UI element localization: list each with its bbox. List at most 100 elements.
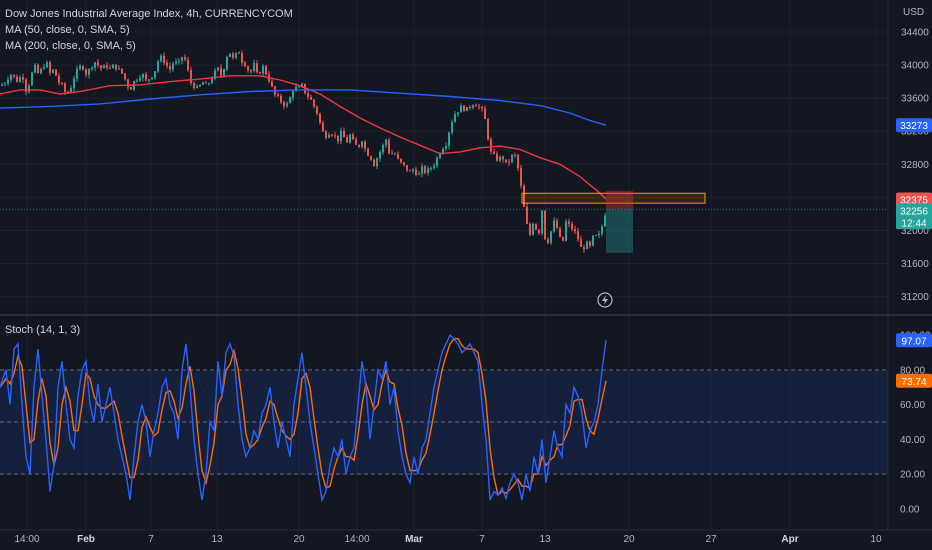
candle-body bbox=[25, 79, 27, 92]
candle bbox=[187, 56, 189, 72]
ma50-legend[interactable]: MA (50, close, 0, SMA, 5) bbox=[5, 24, 130, 36]
ask-price-badge-bg bbox=[896, 192, 932, 207]
ma200-price-badge: 33273 bbox=[896, 118, 932, 133]
candle-body bbox=[187, 59, 189, 71]
candle-body bbox=[151, 77, 153, 80]
candle bbox=[91, 66, 93, 72]
ma200-price-badge-text: 33273 bbox=[900, 121, 928, 132]
candle-body bbox=[43, 67, 45, 69]
candle bbox=[274, 85, 276, 98]
chart-title[interactable]: Dow Jones Industrial Average Index, 4h, … bbox=[5, 8, 293, 20]
lightning-alert-icon[interactable] bbox=[597, 292, 613, 308]
candle bbox=[124, 73, 126, 81]
candle bbox=[214, 68, 216, 81]
candle-body bbox=[349, 134, 351, 143]
candle-body bbox=[496, 153, 498, 161]
candle-body bbox=[172, 63, 174, 70]
candle bbox=[184, 54, 186, 62]
candle-body bbox=[421, 166, 423, 174]
candle-body bbox=[307, 93, 309, 97]
drawing-tools[interactable] bbox=[0, 190, 888, 253]
candle bbox=[199, 84, 201, 88]
candle bbox=[19, 75, 21, 83]
candle-body bbox=[193, 82, 195, 88]
stoch-legend[interactable]: Stoch (14, 1, 3) bbox=[5, 324, 81, 336]
candle-body bbox=[181, 57, 183, 61]
candle bbox=[4, 81, 6, 87]
candle-body bbox=[550, 231, 552, 243]
candle-body bbox=[316, 106, 318, 114]
candle-body bbox=[142, 74, 144, 78]
candle bbox=[178, 58, 180, 65]
candle-body bbox=[121, 68, 123, 74]
time-tick-label: 7 bbox=[479, 534, 485, 545]
stoch-d-badge: 73.74 bbox=[896, 373, 932, 388]
candle bbox=[526, 203, 528, 225]
candle bbox=[166, 59, 168, 69]
candle bbox=[544, 210, 546, 240]
candle bbox=[583, 244, 585, 253]
candle-body bbox=[37, 64, 39, 74]
candle bbox=[430, 166, 432, 172]
candle bbox=[277, 92, 279, 98]
position-stop-zone[interactable] bbox=[606, 190, 633, 210]
candle-body bbox=[502, 156, 504, 160]
candle-body bbox=[478, 106, 480, 108]
candle bbox=[262, 63, 264, 77]
candle bbox=[418, 170, 420, 176]
candle bbox=[400, 158, 402, 164]
candle bbox=[232, 51, 234, 60]
candle bbox=[556, 218, 558, 229]
candle-body bbox=[325, 131, 327, 138]
candle-body bbox=[160, 55, 162, 62]
candle-body bbox=[22, 77, 24, 80]
candle-body bbox=[208, 83, 210, 85]
time-tick-label: 27 bbox=[705, 534, 717, 545]
candle-body bbox=[454, 114, 456, 123]
last-price-badge-text: 12:44 bbox=[901, 218, 926, 229]
time-axis[interactable]: 14:00 Feb 7 13 20 14:00 Mar 7 13 20 27 Apr 10 bbox=[14, 534, 882, 545]
candle-body bbox=[40, 68, 42, 74]
alert-circle[interactable] bbox=[597, 292, 613, 308]
ma200-legend[interactable]: MA (200, close, 0, SMA, 5) bbox=[5, 40, 136, 52]
candle bbox=[445, 142, 447, 152]
candle bbox=[334, 131, 336, 139]
last-price-badge-text: 32256 bbox=[900, 206, 928, 217]
candle bbox=[316, 105, 318, 116]
candle bbox=[427, 165, 429, 177]
candle bbox=[10, 73, 12, 83]
candle-body bbox=[253, 63, 255, 72]
candle-body bbox=[556, 220, 558, 229]
ma200-path bbox=[0, 89, 607, 126]
pane-divider[interactable] bbox=[0, 0, 932, 531]
candle bbox=[502, 155, 504, 163]
candle-body bbox=[49, 62, 51, 73]
candle-body bbox=[532, 223, 534, 235]
candle-body bbox=[364, 141, 366, 149]
candle bbox=[538, 228, 540, 235]
candle-body bbox=[76, 68, 78, 79]
candle-body bbox=[463, 105, 465, 111]
last-price-badge-bg bbox=[896, 203, 932, 230]
candle bbox=[565, 219, 567, 242]
price-axis[interactable]: USD3440034000336003320032800324003200031… bbox=[901, 7, 929, 303]
position-target-zone[interactable] bbox=[606, 209, 633, 253]
candle bbox=[79, 63, 81, 72]
candle bbox=[397, 151, 399, 160]
candle bbox=[394, 152, 396, 155]
candle-body bbox=[265, 66, 267, 75]
candle bbox=[361, 140, 363, 149]
candle-body bbox=[460, 105, 462, 113]
stoch-tick-label: 20.00 bbox=[900, 470, 925, 481]
candle-body bbox=[409, 170, 411, 172]
candle bbox=[241, 50, 243, 66]
candle bbox=[547, 237, 549, 245]
candle-body bbox=[457, 112, 459, 115]
supply-zone-box[interactable] bbox=[521, 192, 706, 204]
candle bbox=[322, 120, 324, 132]
candle-body bbox=[247, 66, 249, 70]
candle bbox=[28, 83, 30, 94]
candle bbox=[31, 71, 33, 86]
